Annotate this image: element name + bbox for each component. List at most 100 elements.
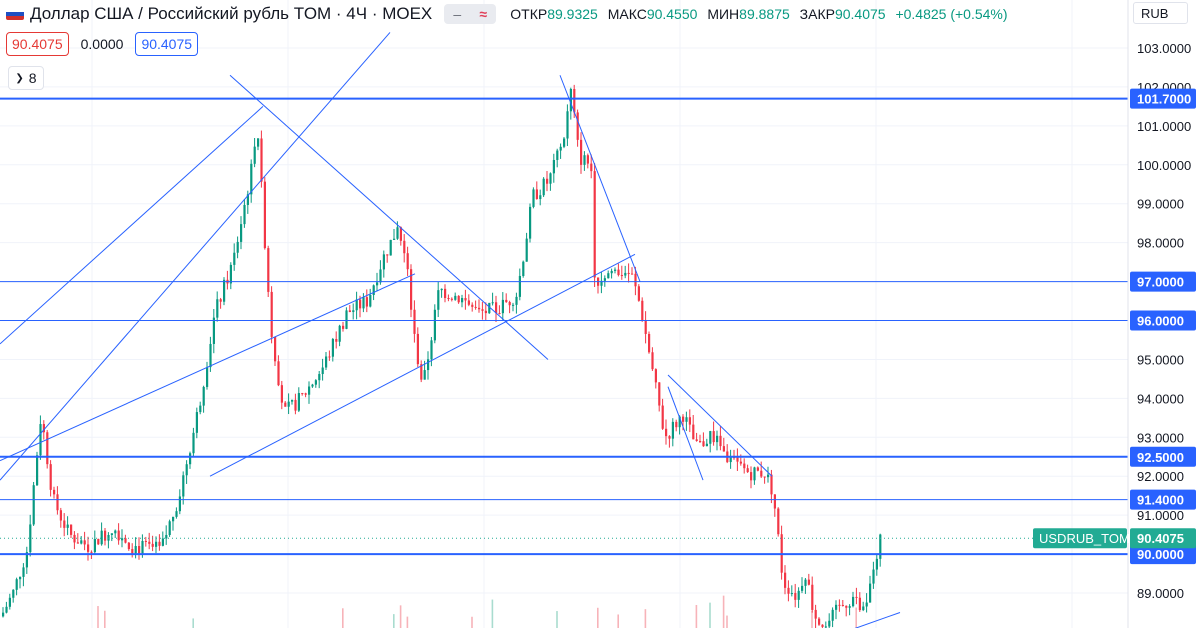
candle-body	[641, 300, 644, 320]
candle-body	[110, 533, 113, 535]
trend-line	[854, 612, 901, 628]
candle-body	[318, 374, 321, 381]
candle-body	[199, 405, 202, 413]
candle-body	[467, 300, 470, 305]
candle-body	[345, 310, 348, 329]
candle-body	[97, 538, 100, 545]
candle-body	[495, 302, 498, 314]
candle-body	[294, 399, 297, 411]
candle-body	[838, 604, 841, 606]
candle-body	[223, 279, 226, 302]
level-label: 92.5000	[1137, 450, 1184, 465]
candle-body	[376, 282, 379, 286]
candle-body	[736, 457, 739, 462]
high-value: 90.4550	[646, 6, 698, 22]
candle-body	[685, 417, 688, 422]
level-label-box	[1130, 446, 1196, 467]
candle-body	[433, 309, 436, 341]
candle-body	[756, 467, 759, 471]
price-axis: 103.0000102.0000101.0000100.000099.00009…	[1033, 0, 1196, 628]
candle-body	[25, 552, 28, 568]
candle-body	[15, 579, 18, 590]
level-label-box	[1130, 271, 1196, 292]
candle-body	[19, 576, 22, 580]
candle-body	[593, 171, 596, 278]
candle-body	[525, 238, 528, 262]
candle-body	[189, 453, 192, 465]
candle-body	[114, 530, 117, 534]
open-label: ОТКР	[510, 6, 548, 22]
buy-price-button[interactable]: 90.4075	[135, 32, 199, 56]
candle-body	[42, 424, 45, 433]
volume-bar	[406, 616, 409, 628]
candle-body	[552, 159, 555, 174]
volume-bar	[811, 611, 813, 628]
level-label-box	[1130, 310, 1196, 331]
volume-bar	[726, 615, 728, 628]
candle-body	[471, 304, 474, 307]
indicators-count: 8	[28, 70, 37, 86]
candle-body	[195, 412, 198, 433]
candle-body	[131, 549, 134, 554]
candle-body	[644, 319, 647, 334]
candle-body	[287, 401, 290, 407]
candle-body	[335, 338, 338, 342]
candle-body	[522, 261, 525, 276]
candle-body	[284, 402, 287, 407]
symbol-title[interactable]: Доллар США / Российский рубль TOM · 4Ч ·…	[30, 4, 433, 23]
candle-body	[396, 227, 399, 239]
candle-body	[359, 299, 362, 309]
low-label: МИН	[707, 6, 740, 22]
trend-line	[0, 32, 391, 481]
candle-body	[90, 551, 93, 553]
indicators-toggle-button[interactable]: ❯ 8	[8, 66, 44, 90]
candle-body	[801, 585, 804, 591]
symbol-tag-box	[1033, 528, 1127, 549]
candle-body	[93, 538, 96, 553]
approx-icon[interactable]: ≈	[470, 4, 497, 24]
candle-body	[828, 620, 831, 627]
candle-body	[243, 204, 246, 225]
candle-body	[580, 139, 583, 165]
candle-body	[682, 416, 685, 422]
candle-body	[274, 336, 277, 362]
candle-body	[620, 275, 623, 277]
open-value: 89.9325	[547, 6, 598, 22]
level-label-box	[1130, 544, 1196, 565]
y-tick-label: 92.0000	[1137, 469, 1184, 484]
horizontal-levels	[0, 97, 1128, 556]
candle-body	[311, 384, 314, 387]
y-tick-label: 94.0000	[1137, 391, 1184, 406]
candle-body	[301, 393, 304, 395]
minus-icon[interactable]: –	[444, 4, 471, 24]
candle-body	[161, 538, 164, 546]
candle-body	[59, 510, 62, 521]
candle-body	[172, 516, 175, 522]
y-tick-label: 100.0000	[1137, 158, 1191, 173]
candle-body	[36, 455, 39, 486]
candle-body	[372, 285, 375, 296]
candle-body	[297, 393, 300, 411]
candle-body	[624, 272, 627, 276]
last-price-label: 90.4075	[1137, 531, 1184, 546]
candle-body	[763, 476, 766, 478]
trend-line	[209, 253, 636, 477]
high-label: МАКС	[607, 6, 647, 22]
candle-body	[219, 299, 222, 302]
candle-body	[879, 534, 882, 559]
sell-price-button[interactable]: 90.4075	[6, 32, 69, 56]
candle-body	[450, 298, 453, 300]
candle-body	[614, 269, 617, 271]
candle-body	[29, 524, 32, 553]
candle-body	[420, 364, 423, 380]
volume-bar	[192, 618, 194, 628]
candle-body	[852, 596, 855, 607]
currency-selector[interactable]: RUB	[1133, 2, 1188, 24]
candle-body	[212, 317, 215, 344]
candle-body	[586, 155, 589, 164]
candle-body	[46, 432, 49, 465]
candle-body	[124, 538, 127, 543]
candle-body	[807, 579, 810, 585]
